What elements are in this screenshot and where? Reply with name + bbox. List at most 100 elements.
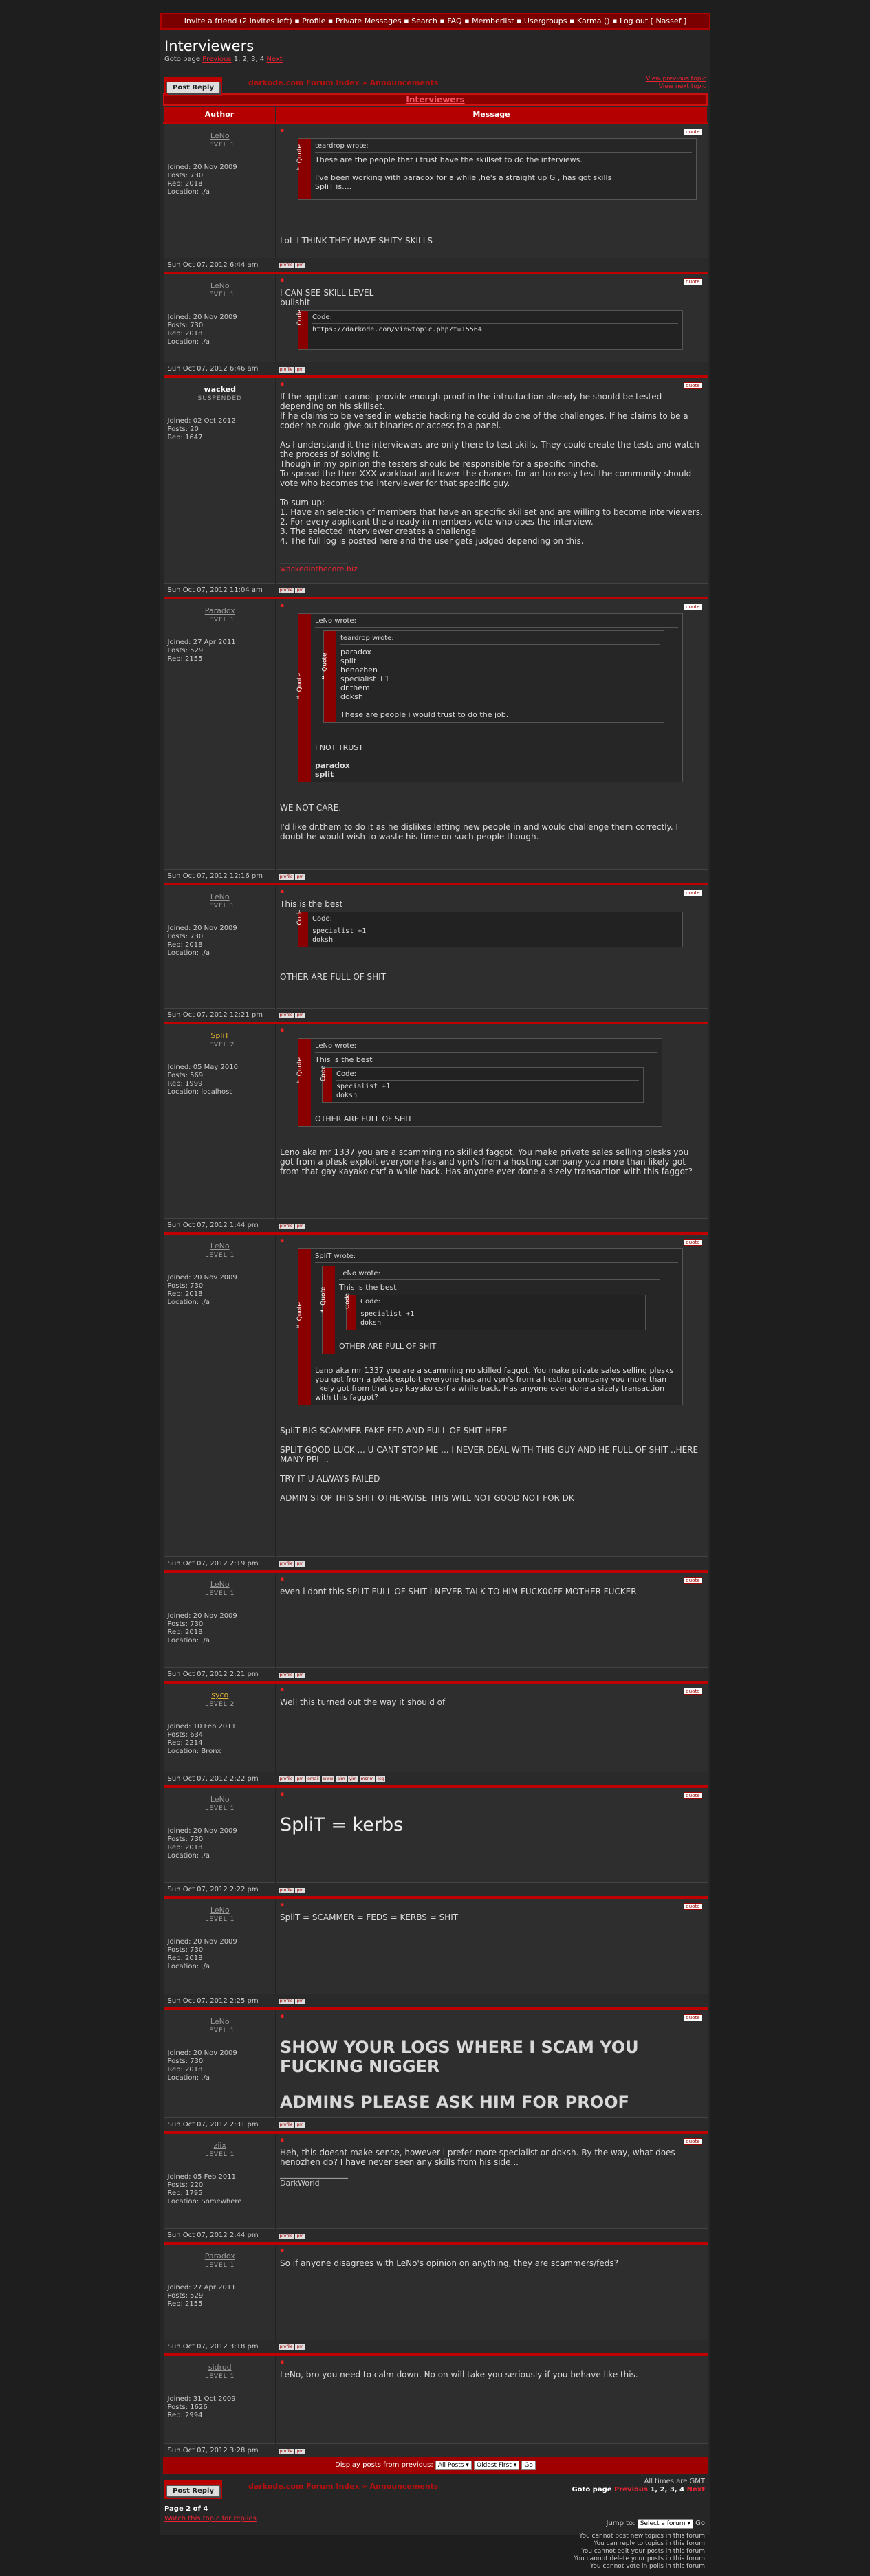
bottom-nav: Post Reply darkode.com Forum Index » Ann…: [160, 2474, 710, 2570]
username[interactable]: LeNo: [210, 1579, 230, 1589]
post-author: LeNo LEVEL 1 Joined: 20 Nov 2009 Posts: 7…: [163, 122, 276, 258]
code-block: Code Code: specialist +1 doksh: [296, 909, 683, 947]
table-row: LeNo LEVEL 1 Joined: 20 Nov 2009 Posts: 7…: [163, 2007, 708, 2117]
username[interactable]: SpliT: [210, 1031, 230, 1040]
username[interactable]: LeNo: [210, 1906, 230, 1915]
jump-go-button[interactable]: Go: [695, 2520, 705, 2527]
post-message: ▪ quote even i dont this SPLIT FULL OF SH…: [275, 1570, 708, 1668]
username[interactable]: LeNo: [210, 892, 230, 901]
display-go-button[interactable]: Go: [521, 2461, 536, 2470]
table-row: SpliT LEVEL 2 Joined: 05 May 2010 Posts: …: [163, 1021, 708, 1219]
topic-bar-link[interactable]: Interviewers: [406, 95, 465, 104]
post-author: LeNo LEVEL 1 Joined: 20 Nov 2009 Posts: 7…: [163, 1232, 276, 1556]
breadcrumb: darkode.com Forum Index » Announcements: [248, 78, 439, 87]
view-previous-topic-link[interactable]: View previous topic: [646, 76, 706, 82]
code-block: Code Code: https://darkode.com/viewtopic.p…: [296, 309, 683, 350]
profile-button: profile: [278, 263, 294, 268]
forum-page: Invite a friend (2 invites left) ▪ Profi…: [160, 13, 710, 2570]
topic-nav-links: View previous topic View next topic: [646, 76, 706, 91]
post-message: ▪ quote SHOW YOUR LOGS WHERE I SCAM YOU F…: [275, 2007, 708, 2117]
username[interactable]: Paradox: [204, 2252, 235, 2260]
post-tools[interactable]: profile pm: [275, 257, 708, 273]
post-icon: ▪: [280, 127, 285, 134]
post-message: ▪ quote ❝ Quote LeNo wrote: ❝ Quote teardro…: [275, 596, 708, 870]
username[interactable]: LeNo: [210, 1794, 230, 1804]
view-next-topic-link[interactable]: View next topic: [658, 83, 706, 90]
jump-to: Jump to: Select a forum ▾ Go: [606, 2519, 705, 2529]
table-row: LeNo LEVEL 1 Joined: 20 Nov 2009 Posts: 7…: [163, 883, 708, 1008]
posts-table: Author Message LeNo LEVEL 1 Joined: 20 No…: [163, 106, 708, 2457]
post-author: LeNo LEVEL 1 Joined: 20 Nov 2009 Posts: 7…: [163, 2007, 276, 2117]
post-message: ▪ quote SpliT = SCAMMER = FEDS = KERBS = …: [275, 1896, 708, 1994]
username[interactable]: ziix: [213, 2140, 226, 2150]
table-row: Paradox LEVEL 1 Joined: 27 Apr 2011 Posts…: [163, 2242, 708, 2340]
username[interactable]: Paradox: [204, 606, 235, 615]
pm-button: pm: [295, 263, 305, 268]
username[interactable]: LeNo: [210, 2016, 230, 2026]
post-message: ▪ quote SpliT = kerbs: [275, 1785, 708, 1883]
post-message: ▪ quote This is the best Code Code: special…: [275, 883, 708, 1008]
post-message: ▪ So if anyone disagrees with LeNo's opi…: [275, 2242, 708, 2340]
table-row: sidrod LEVEL 1 Joined: 31 Oct 2009 Posts:…: [163, 2353, 708, 2444]
post-author: syco LEVEL 2 Joined: 10 Feb 2011 Posts: 6…: [163, 1681, 276, 1772]
prev-page-link[interactable]: Previous: [202, 56, 232, 63]
post-author: LeNo LEVEL 1 Joined: 20 Nov 2009 Posts: 7…: [163, 1785, 276, 1883]
post-message: ▪ quote I CAN SEE SKILL LEVEL bullshit Cod…: [275, 271, 708, 362]
table-row: LeNo LEVEL 1 Joined: 20 Nov 2009 Posts: 7…: [163, 1232, 708, 1556]
post-reply-button[interactable]: Post Reply: [166, 82, 220, 93]
table-row: Paradox LEVEL 1 Joined: 27 Apr 2011 Posts…: [163, 596, 708, 870]
username[interactable]: LeNo: [210, 131, 230, 140]
breadcrumb: darkode.com Forum Index » Announcements: [248, 2482, 439, 2491]
user-stats: Joined: 20 Nov 2009 Posts: 730 Rep: 2018 Lo…: [167, 164, 237, 196]
post-author: LeNo LEVEL 1 Joined: 20 Nov 2009 Posts: 7…: [163, 1896, 276, 1994]
post-author: LeNo LEVEL 1 Joined: 20 Nov 2009 Posts: 7…: [163, 271, 276, 362]
table-row: LeNo LEVEL 1 Joined: 20 Nov 2009 Posts: 7…: [163, 122, 708, 258]
table-row: wacked SUSPENDED Joined: 02 Oct 2012 Post…: [163, 375, 708, 583]
message-header: Message: [275, 106, 708, 124]
post-message: ▪ quote Well this turned out the way it s…: [275, 1681, 708, 1772]
post-reply-button[interactable]: Post Reply: [166, 2485, 220, 2497]
post-message: ▪ quote Heh, this doesnt make sense, howe…: [275, 2131, 708, 2229]
next-page-link[interactable]: Next: [266, 56, 283, 63]
crumb-forum[interactable]: Announcements: [369, 78, 439, 87]
page-numbers[interactable]: 1, 2, 3, 4: [233, 56, 265, 63]
post-author: LeNo LEVEL 1 Joined: 20 Nov 2009 Posts: 7…: [163, 883, 276, 1008]
author-header: Author: [163, 106, 276, 124]
jump-select[interactable]: Select a forum ▾: [637, 2519, 693, 2529]
post-message: ▪ quote If the applicant cannot provide e…: [275, 375, 708, 583]
topic-title: Interviewers: [164, 38, 254, 54]
top-nav-bar[interactable]: Invite a friend (2 invites left) ▪ Profi…: [160, 13, 710, 30]
crumb-index[interactable]: darkode.com Forum Index: [248, 78, 360, 87]
table-row: LeNo LEVEL 1 Joined: 20 Nov 2009 Posts: 7…: [163, 1785, 708, 1883]
quote-button[interactable]: quote: [684, 129, 702, 135]
post-date: Sun Oct 07, 2012 6:44 am: [163, 257, 276, 273]
post-author: Paradox LEVEL 1 Joined: 27 Apr 2011 Posts…: [163, 596, 276, 870]
post-message: ▪ ❝ Quote LeNo wrote: This is the best Cod…: [275, 1021, 708, 1219]
quote-block: ❝ Quote LeNo wrote: This is the best Code C…: [296, 1037, 662, 1127]
username[interactable]: wacked: [204, 385, 236, 394]
username[interactable]: syco: [211, 1691, 229, 1699]
table-row: LeNo LEVEL 1 Joined: 20 Nov 2009 Posts: 7…: [163, 1896, 708, 1994]
top-nav-links[interactable]: Invite a friend (2 invites left) ▪ Profi…: [184, 16, 687, 25]
post-author: LeNo LEVEL 1 Joined: 20 Nov 2009 Posts: 7…: [163, 1570, 276, 1668]
quote-button[interactable]: quote: [684, 278, 702, 285]
quote-block: ❝ Quote teardrop wrote: These are the peop…: [296, 138, 697, 200]
goto-page: Goto page Previous 1, 2, 3, 4 Next: [572, 2486, 705, 2494]
posts-range-select[interactable]: All Posts ▾: [435, 2461, 472, 2470]
table-row: ziix LEVEL 1 Joined: 05 Feb 2011 Posts: 2…: [163, 2131, 708, 2229]
post-author: wacked SUSPENDED Joined: 02 Oct 2012 Post…: [163, 375, 276, 583]
quote-mark-icon: ❝: [296, 167, 303, 171]
username[interactable]: sidrod: [208, 2362, 232, 2372]
timezone-note: All times are GMT: [644, 2478, 705, 2485]
username[interactable]: LeNo: [210, 1242, 230, 1251]
post-author: sidrod LEVEL 1 Joined: 31 Oct 2009 Posts:…: [163, 2353, 276, 2444]
user-level: LEVEL 1: [205, 142, 235, 148]
signature: __________________ wackedinthecore.biz: [280, 555, 358, 573]
post-author: Paradox LEVEL 1 Joined: 27 Apr 2011 Posts…: [163, 2242, 276, 2340]
post-author: SpliT LEVEL 2 Joined: 05 May 2010 Posts: …: [163, 1021, 276, 1219]
username[interactable]: LeNo: [210, 280, 230, 290]
sort-order-select[interactable]: Oldest First ▾: [474, 2461, 520, 2470]
table-row: syco LEVEL 2 Joined: 10 Feb 2011 Posts: 6…: [163, 1681, 708, 1772]
watch-topic-link[interactable]: Watch this topic for replies: [164, 2515, 257, 2522]
signature-link[interactable]: wackedinthecore.biz: [280, 564, 358, 573]
